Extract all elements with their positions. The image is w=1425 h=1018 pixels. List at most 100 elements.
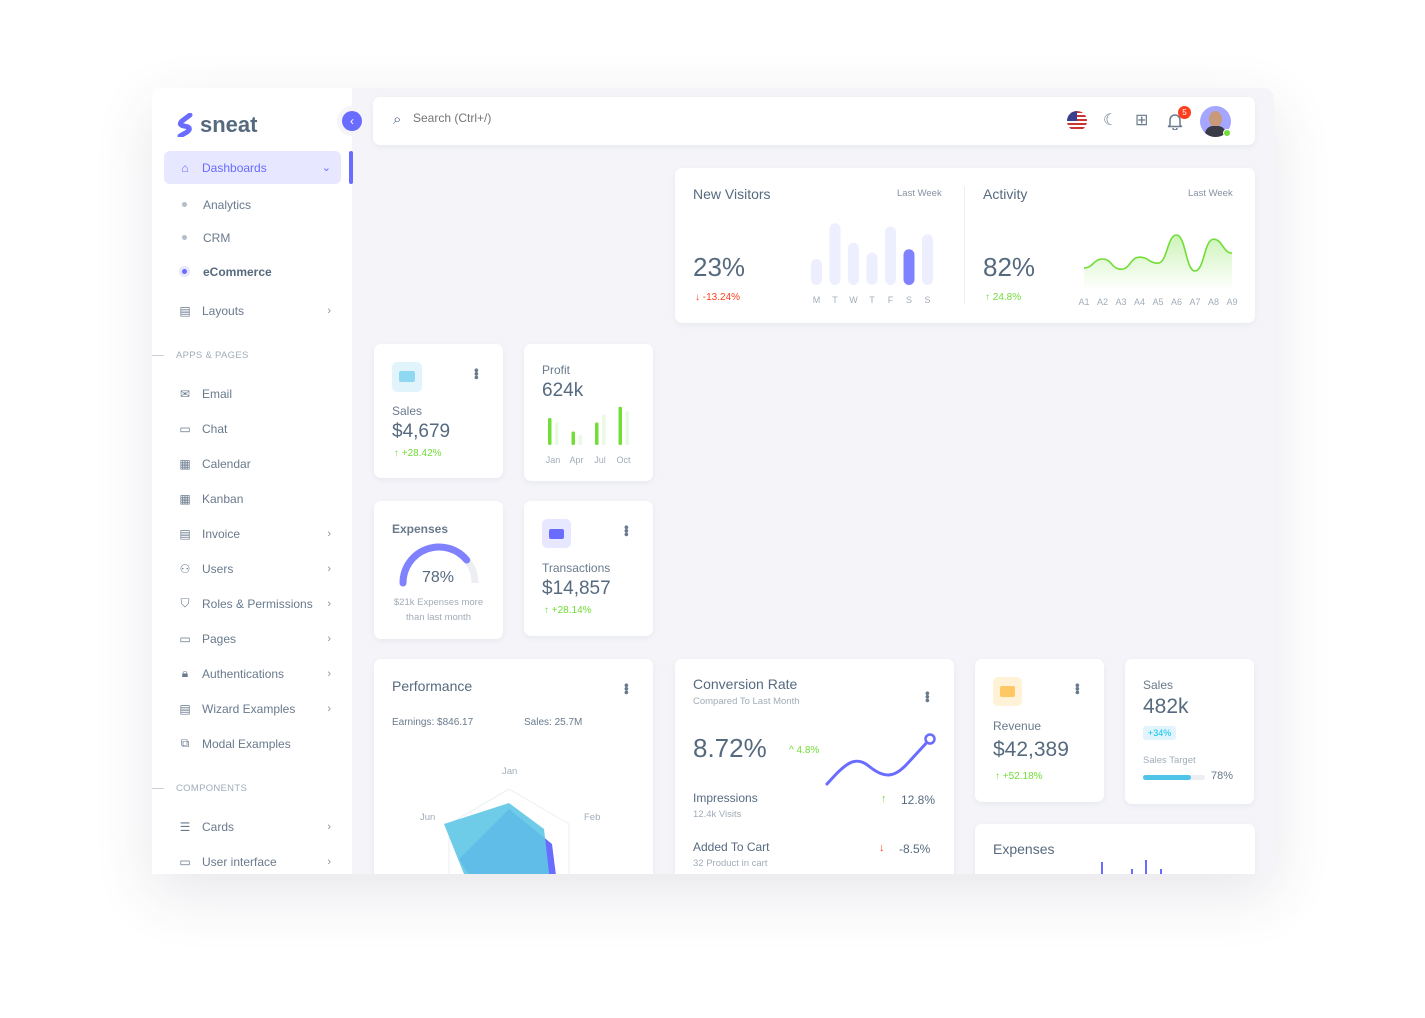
menu-icon: ▤ (179, 526, 191, 541)
expenses-card: Expenses 78% $21k Expenses more than las… (374, 501, 503, 639)
day-label: S (906, 295, 912, 305)
more-options-icon[interactable]: ••• (619, 683, 634, 694)
sidebar-item-kanban[interactable]: ▦ Kanban (164, 482, 341, 515)
cart-label: Added To Cart (693, 840, 770, 854)
more-options-icon[interactable]: ••• (1070, 683, 1085, 694)
divider (964, 186, 965, 304)
card-value: 624k (542, 380, 584, 401)
sidebar-item-roles-permissions[interactable]: ⛉ Roles & Permissions › (164, 587, 341, 620)
more-options-icon[interactable]: ••• (920, 691, 935, 702)
activity-x-label: A7 (1189, 297, 1200, 307)
search-input[interactable] (413, 111, 713, 125)
brand-logo[interactable]: sneat (176, 112, 257, 138)
performance-card: Performance ••• Earnings: $846.17 Sales:… (374, 659, 653, 874)
period-label: Last Week (897, 188, 942, 199)
earnings-label: Earnings: $846.17 (392, 717, 474, 728)
moon-icon[interactable]: ☾ (1103, 112, 1118, 129)
sidebar-item-layouts[interactable]: ▤ Layouts › (164, 294, 341, 327)
sidebar-item-wizard-examples[interactable]: ▤ Wizard Examples › (164, 692, 341, 725)
cart-value: -8.5% (899, 842, 931, 856)
chevron-right-icon: › (327, 855, 331, 868)
sidebar-item-ecommerce[interactable]: eCommerce (164, 255, 341, 288)
day-label: F (888, 295, 894, 305)
label: Roles & Permissions (202, 596, 313, 611)
profit-bar-secondary (625, 411, 629, 445)
us-flag-icon[interactable] (1067, 111, 1087, 131)
month-label: Oct (616, 455, 631, 465)
activity-area (1084, 235, 1232, 290)
more-options-icon[interactable]: ••• (619, 525, 634, 536)
chevron-right-icon: › (327, 632, 331, 645)
day-label: T (832, 295, 838, 305)
sidebar-item-cards[interactable]: ☰ Cards › (164, 810, 341, 843)
menu-icon: ▭ (179, 631, 191, 646)
sidebar-item-user-interface[interactable]: ▭ User interface › (164, 845, 341, 874)
activity-x-label: A6 (1171, 297, 1182, 307)
activity-x-label: A5 (1152, 297, 1163, 307)
sneat-logo-icon (177, 113, 193, 137)
card-title: Conversion Rate (693, 676, 798, 692)
sidebar-item-users[interactable]: ⚇ Users › (164, 552, 341, 585)
visitor-bar (885, 226, 896, 285)
impressions-label: Impressions (693, 791, 758, 805)
label: Invoice (202, 526, 241, 541)
card-value: 482k (1143, 695, 1189, 718)
card-subtitle: Compared To Last Month (693, 696, 800, 707)
change-text: +28.14% (551, 605, 592, 616)
chevron-right-icon: › (327, 702, 331, 715)
month-label: Jan (546, 455, 561, 465)
notification-badge: 5 (1178, 106, 1191, 119)
impressions-sub: 12.4k Visits (693, 809, 742, 820)
navbar: ⌕ ☾ ⊞ 5 (373, 97, 1255, 145)
conversion-change: ^ 4.8% (789, 745, 820, 756)
performance-radar-chart (444, 788, 570, 874)
sales-card: ••• Sales $4,679 ↑ +28.42% (374, 344, 503, 478)
visitors-value: 23% (693, 252, 746, 282)
revenue-card: ••• Revenue $42,389 ↑ +52.18% (975, 659, 1104, 802)
label: User interface (202, 854, 277, 869)
bar (1101, 862, 1103, 874)
menu-icon: ▦ (179, 491, 191, 506)
label: Layouts (202, 303, 245, 318)
apps-grid-icon[interactable]: ⊞ (1135, 112, 1149, 129)
section-header: APPS & PAGES (152, 350, 249, 361)
sidebar-item-calendar[interactable]: ▦ Calendar (164, 447, 341, 480)
sidebar-item-pages[interactable]: ▭ Pages › (164, 622, 341, 655)
card-title: Expenses (993, 841, 1055, 857)
label: eCommerce (203, 264, 272, 279)
briefcase-icon (542, 519, 571, 548)
month-label: Apr (569, 455, 583, 465)
label: Authentications (202, 666, 285, 681)
sidebar-item-modal-examples[interactable]: ⧉ Modal Examples (164, 727, 341, 760)
credit-card-icon (993, 677, 1022, 706)
sidebar-item-chat[interactable]: ▭ Chat (164, 412, 341, 445)
sidebar-item-crm[interactable]: CRM (164, 221, 341, 254)
bar (1131, 869, 1133, 874)
target-value: 78% (1211, 770, 1234, 782)
sidebar-item-invoice[interactable]: ▤ Invoice › (164, 517, 341, 550)
bell-icon[interactable] (1167, 112, 1183, 130)
impressions-value: 12.8% (901, 793, 936, 807)
sidebar-item-email[interactable]: ✉ Email (164, 377, 341, 410)
collapse-sidebar-button[interactable]: ‹ (342, 111, 362, 131)
active-indicator (349, 151, 353, 184)
visitor-bar (903, 249, 915, 285)
bar (1160, 869, 1162, 874)
conversion-value: 8.72% (693, 733, 767, 763)
menu-icon: ▦ (179, 456, 191, 471)
change-text: 24.8% (992, 292, 1022, 303)
label: Wizard Examples (202, 701, 296, 716)
sidebar-item-authentications[interactable]: 🔒︎ Authentications › (164, 657, 341, 690)
menu-icon: ☰ (179, 819, 191, 834)
search-icon: ⌕ (393, 111, 402, 128)
menu-icon: ✉ (179, 386, 191, 401)
activity-x-label: A8 (1208, 297, 1219, 307)
chevron-right-icon: › (327, 527, 331, 540)
more-options-icon[interactable]: ••• (469, 368, 484, 379)
day-label: M (813, 295, 821, 305)
radar-axis-label: Jan (502, 766, 518, 777)
change-text: 4.8% (796, 745, 820, 756)
card-title: New Visitors (693, 186, 771, 202)
sidebar-item-dashboards[interactable]: ⌂ Dashboards ⌄ (164, 151, 341, 184)
sidebar-item-analytics[interactable]: Analytics (164, 188, 341, 221)
